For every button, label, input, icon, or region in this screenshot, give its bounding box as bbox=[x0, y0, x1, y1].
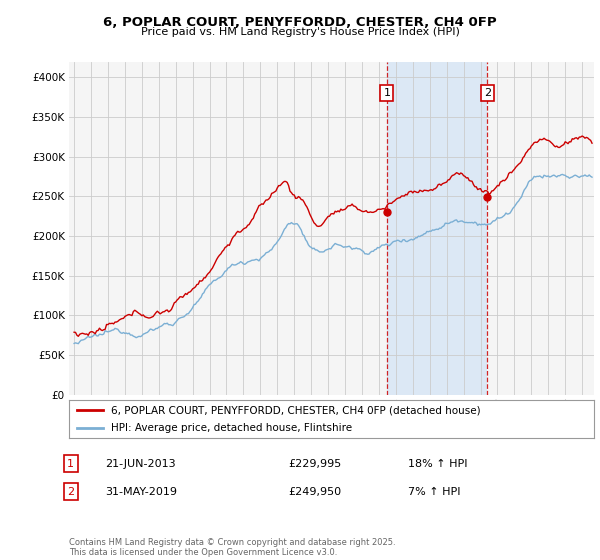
Text: 2: 2 bbox=[67, 487, 74, 497]
Text: HPI: Average price, detached house, Flintshire: HPI: Average price, detached house, Flin… bbox=[111, 423, 352, 433]
Text: Price paid vs. HM Land Registry's House Price Index (HPI): Price paid vs. HM Land Registry's House … bbox=[140, 27, 460, 37]
Text: 2: 2 bbox=[484, 88, 491, 99]
Text: 6, POPLAR COURT, PENYFFORDD, CHESTER, CH4 0FP (detached house): 6, POPLAR COURT, PENYFFORDD, CHESTER, CH… bbox=[111, 405, 481, 415]
Text: 31-MAY-2019: 31-MAY-2019 bbox=[105, 487, 177, 497]
Text: £229,995: £229,995 bbox=[288, 459, 341, 469]
Text: 1: 1 bbox=[67, 459, 74, 469]
Text: 7% ↑ HPI: 7% ↑ HPI bbox=[408, 487, 461, 497]
Text: £249,950: £249,950 bbox=[288, 487, 341, 497]
Text: 18% ↑ HPI: 18% ↑ HPI bbox=[408, 459, 467, 469]
Bar bbox=[387, 62, 487, 395]
Text: 1: 1 bbox=[383, 88, 391, 99]
Text: 6, POPLAR COURT, PENYFFORDD, CHESTER, CH4 0FP: 6, POPLAR COURT, PENYFFORDD, CHESTER, CH… bbox=[103, 16, 497, 29]
Text: 21-JUN-2013: 21-JUN-2013 bbox=[105, 459, 176, 469]
Text: Contains HM Land Registry data © Crown copyright and database right 2025.
This d: Contains HM Land Registry data © Crown c… bbox=[69, 538, 395, 557]
